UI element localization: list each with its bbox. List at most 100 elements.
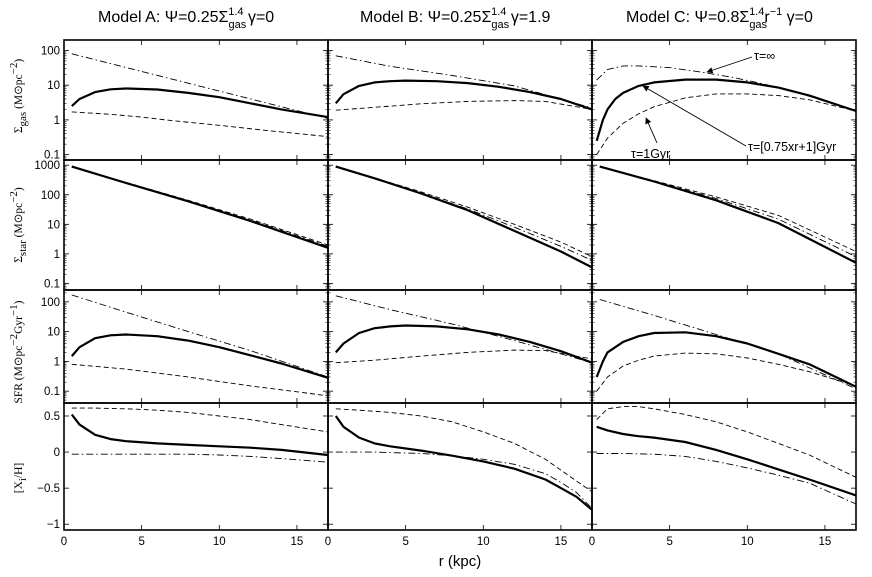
- y-tick-label: 100: [41, 297, 60, 309]
- y-tick-label: 1000: [34, 160, 60, 172]
- y-tick-label: 10: [47, 219, 60, 231]
- series-tau-inf: [71, 294, 328, 378]
- panel-frame: [63, 402, 329, 531]
- annotation-tau-inf: τ=∞: [754, 49, 775, 63]
- series-tau-var: [71, 165, 328, 249]
- x-tick-label: 0: [61, 536, 67, 548]
- panel-frame: [591, 159, 857, 291]
- y-tick-label: 0.1: [44, 150, 60, 162]
- series-tau-var: [334, 415, 592, 511]
- series-tau-inf: [596, 453, 856, 505]
- panel-sigma_star-model-a: 0.1 1 10 100 1000: [34, 159, 329, 291]
- col-title-b: Model B: Ψ=0.25Σgas1.4 γ=1.9: [360, 6, 551, 31]
- y-tick-label: 0.5: [44, 411, 60, 423]
- panel-frame: [327, 39, 593, 161]
- x-tick-label: 15: [819, 536, 832, 548]
- series-tau-inf: [71, 53, 328, 119]
- x-tick-label: 5: [402, 536, 408, 548]
- col-title-a: Model A: Ψ=0.25Σgas1.4 γ=0: [98, 6, 274, 31]
- series-tau-1: [71, 407, 328, 433]
- y-tick-label: 1: [54, 115, 60, 127]
- x-tick-label: 15: [555, 536, 568, 548]
- series-tau-1: [335, 100, 592, 111]
- panel-frame: [327, 402, 593, 531]
- annotation-tau-1: τ=1Gyr: [631, 147, 670, 161]
- x-tick-label: 0: [589, 536, 595, 548]
- y-tick-label: 100: [41, 45, 60, 57]
- x-tick-label: 10: [741, 536, 754, 548]
- annotation-tau-var: τ=[0.75xr+1]Gyr: [748, 140, 836, 154]
- panel-metallicity-model-a: −1 −0.5 0 0.5 0 5 10 15: [37, 402, 329, 548]
- panel-frame: [591, 289, 857, 404]
- arrow-tau-inf: [706, 56, 753, 74]
- y-tick-label: 100: [41, 190, 60, 202]
- series-tau-inf: [71, 166, 328, 247]
- series-tau-1: [335, 349, 592, 364]
- series-tau-1: [596, 93, 856, 155]
- x-tick-label: 10: [213, 536, 226, 548]
- x-tick-label: 0: [325, 536, 331, 548]
- ylabel-sfr: SFR (M⊙pc−2Gyr−1): [8, 300, 25, 403]
- arrow-tau-1: [645, 117, 658, 144]
- panel-sfr-model-c: [591, 289, 857, 404]
- series-tau-inf: [596, 65, 856, 112]
- series-tau-var: [334, 324, 592, 364]
- x-tick-label: 15: [291, 536, 304, 548]
- ylabel-metallicity: [Xi/H]: [13, 463, 29, 494]
- annotations: τ=∞ τ=[0.75xr+1]Gyr τ=1Gyr: [631, 49, 836, 161]
- y-tick-label: −1: [47, 519, 60, 531]
- series-tau-var: [599, 165, 856, 264]
- panel-sigma_gas-model-a: 0.1 1 10 100: [41, 39, 329, 162]
- y-tick-label: 0.1: [44, 278, 60, 290]
- x-tick-label: 5: [138, 536, 144, 548]
- x-tick-label: 5: [666, 536, 672, 548]
- ylabel-sigma-gas: Σgas (M⊙pc−2): [8, 59, 29, 134]
- panel-frame: [327, 159, 593, 291]
- series-tau-inf: [71, 453, 328, 463]
- panel-sigma_gas-model-b: [327, 39, 593, 161]
- y-tick-label: 0: [54, 447, 60, 459]
- series-tau-inf: [335, 451, 592, 509]
- series-tau-1: [596, 406, 856, 478]
- series-tau-var: [334, 79, 592, 111]
- series-tau-1: [71, 363, 328, 397]
- panel-metallicity-model-b: 0 5 10 15: [325, 402, 593, 548]
- series-tau-var: [596, 425, 856, 497]
- series-tau-1: [71, 166, 328, 246]
- y-tick-label: 1: [54, 249, 60, 261]
- y-tick-label: −0.5: [37, 483, 60, 495]
- series-tau-var: [70, 413, 328, 457]
- panel-frame: [63, 289, 329, 404]
- panel-sigma_star-model-b: [327, 159, 593, 291]
- col-title-c: Model C: Ψ=0.8Σgas1.4r−1 γ=0: [626, 6, 813, 31]
- x-tick-label: 10: [477, 536, 490, 548]
- series-tau-var: [595, 78, 856, 142]
- y-tick-label: 1: [54, 356, 60, 368]
- panel-frame: [63, 159, 329, 291]
- series-tau-inf: [599, 299, 856, 390]
- series-tau-var: [71, 87, 328, 119]
- series-tau-var: [70, 333, 328, 379]
- series-tau-var: [335, 165, 592, 269]
- panel-frame: [63, 39, 329, 161]
- series-tau-1: [599, 166, 856, 252]
- panel-frame: [591, 402, 857, 531]
- plot-grid: 0.11101000.111010010000.1110100−1−0.500.…: [34, 39, 857, 548]
- series-tau-1: [335, 166, 592, 258]
- panel-sfr-model-a: 0.1 1 10 100: [41, 289, 329, 404]
- x-axis-label: r (kpc): [439, 553, 482, 570]
- series-tau-inf: [335, 295, 592, 364]
- series-tau-inf: [335, 55, 592, 109]
- y-tick-label: 10: [47, 327, 60, 339]
- series-tau-1: [335, 408, 592, 493]
- series-tau-inf: [335, 166, 592, 261]
- series-tau-inf: [599, 166, 856, 258]
- series-tau-var: [595, 331, 856, 388]
- series-tau-1: [71, 111, 328, 138]
- panel-metallicity-model-c: 0 5 10 15: [589, 402, 857, 548]
- y-tick-label: 0.1: [44, 386, 60, 398]
- arrow-tau-var: [642, 85, 747, 147]
- y-tick-label: 10: [47, 80, 60, 92]
